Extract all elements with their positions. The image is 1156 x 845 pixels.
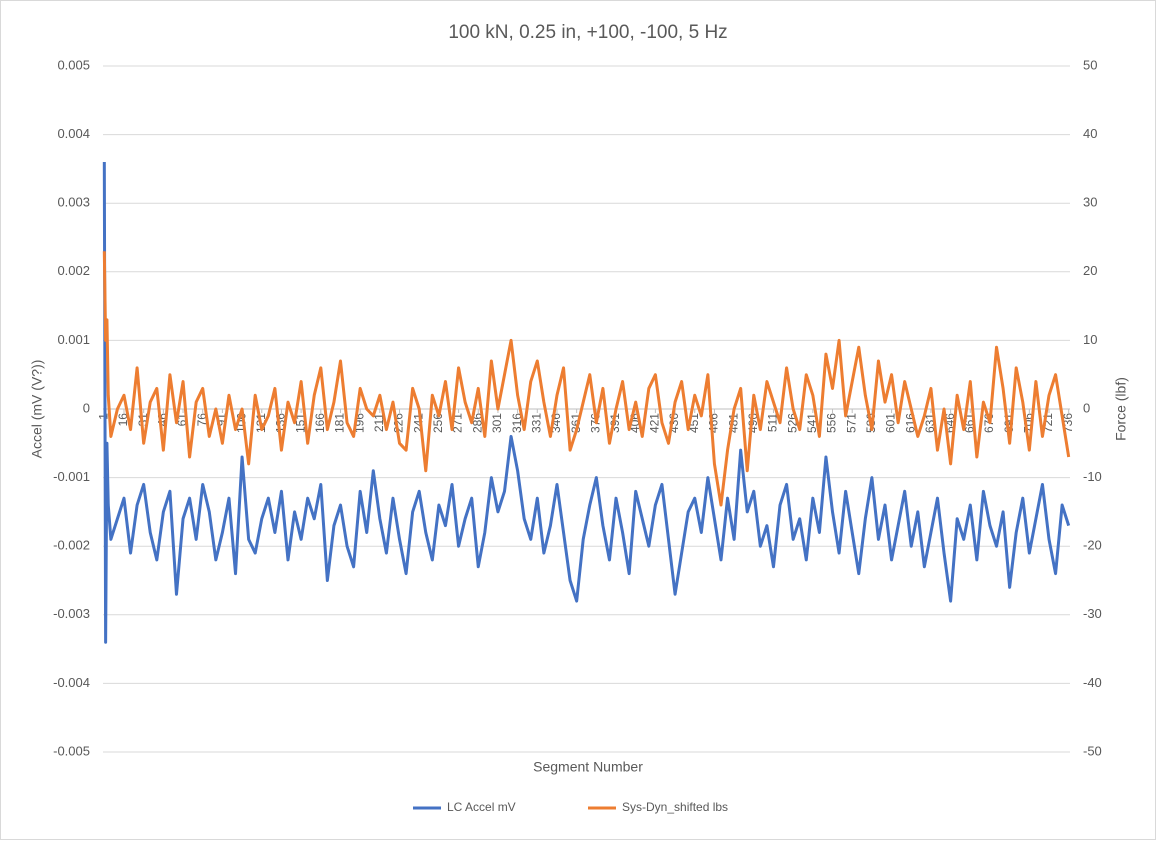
- x-tick-label: 1: [96, 413, 110, 420]
- y-tick-label: -0.005: [53, 743, 90, 758]
- y2-tick-label: -20: [1083, 538, 1102, 553]
- y2-tick-label: -40: [1083, 675, 1102, 690]
- x-tick-label: 466: [707, 413, 721, 433]
- series-line: [102, 162, 1071, 644]
- y-tick-label: -0.001: [53, 469, 90, 484]
- y2-tick-label: 10: [1083, 332, 1097, 347]
- y-tick-label: 0.002: [57, 263, 90, 278]
- x-tick-label: 301: [490, 413, 504, 433]
- y-axis-title: Accel (mV (V?)): [29, 360, 45, 459]
- y2-tick-label: -30: [1083, 606, 1102, 621]
- x-tick-label: 256: [431, 413, 445, 433]
- legend-label: LC Accel mV: [447, 800, 516, 814]
- x-tick-label: 421: [648, 413, 662, 433]
- y-tick-label: -0.003: [53, 606, 90, 621]
- y-tick-label: 0: [83, 400, 90, 415]
- x-tick-label: 211: [372, 413, 386, 432]
- y-tick-label: 0.004: [57, 126, 90, 141]
- y2-tick-label: 30: [1083, 195, 1097, 210]
- y2-tick-label: -50: [1083, 743, 1102, 758]
- y2-axis-title: Force (lbf): [1113, 377, 1129, 441]
- y-tick-label: 0.005: [57, 57, 90, 72]
- y2-tick-label: -10: [1083, 469, 1102, 484]
- y-tick-label: -0.004: [53, 675, 90, 690]
- x-tick-label: 241: [411, 413, 425, 433]
- y-tick-label: 0.001: [57, 332, 90, 347]
- y2-tick-label: 40: [1083, 126, 1097, 141]
- x-tick-label: 181: [333, 413, 347, 433]
- x-axis-title: Segment Number: [533, 759, 643, 775]
- series-line: [102, 251, 1071, 507]
- x-tick-label: 331: [529, 413, 543, 433]
- chart-title: 100 kN, 0.25 in, +100, -100, 5 Hz: [448, 22, 727, 43]
- x-tick-label: 571: [844, 413, 858, 433]
- x-tick-label: 556: [825, 413, 839, 433]
- y2-tick-label: 20: [1083, 263, 1097, 278]
- x-tick-label: 601: [884, 413, 898, 433]
- x-tick-label: 166: [313, 413, 327, 433]
- y-tick-label: 0.003: [57, 195, 90, 210]
- x-tick-label: 511: [766, 413, 780, 432]
- y2-tick-label: 50: [1083, 57, 1097, 72]
- x-tick-label: 316: [510, 413, 524, 433]
- y-tick-label: -0.002: [53, 538, 90, 553]
- y2-tick-label: 0: [1083, 400, 1090, 415]
- legend-label: Sys-Dyn_shifted lbs: [622, 800, 728, 814]
